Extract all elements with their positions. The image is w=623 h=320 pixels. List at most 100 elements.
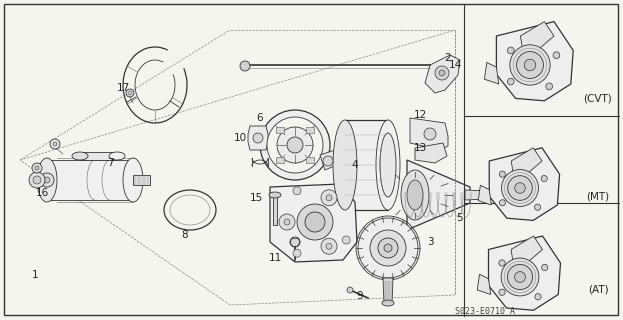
Circle shape (260, 110, 330, 180)
Circle shape (35, 166, 39, 170)
Polygon shape (407, 160, 470, 230)
Text: 12: 12 (414, 110, 427, 120)
Text: 15: 15 (249, 193, 263, 203)
Text: 9: 9 (357, 291, 363, 301)
Circle shape (541, 264, 548, 271)
Circle shape (378, 238, 398, 258)
Ellipse shape (72, 152, 88, 160)
Circle shape (515, 272, 525, 282)
Circle shape (293, 249, 301, 257)
Circle shape (32, 163, 42, 173)
Polygon shape (345, 120, 388, 210)
Polygon shape (276, 127, 284, 133)
Ellipse shape (109, 152, 125, 160)
Polygon shape (270, 184, 357, 262)
Circle shape (287, 137, 303, 153)
Ellipse shape (401, 170, 429, 220)
Text: 14: 14 (449, 60, 462, 70)
Ellipse shape (269, 192, 281, 198)
Circle shape (553, 52, 559, 59)
Circle shape (439, 70, 445, 76)
Circle shape (342, 236, 350, 244)
Ellipse shape (382, 300, 394, 306)
Circle shape (53, 142, 57, 146)
Polygon shape (511, 236, 543, 263)
Circle shape (508, 176, 532, 200)
Text: 2: 2 (445, 53, 451, 63)
Polygon shape (248, 126, 268, 150)
Circle shape (128, 91, 132, 95)
Circle shape (126, 89, 134, 97)
Text: 13: 13 (414, 143, 427, 153)
Polygon shape (80, 152, 117, 160)
Circle shape (499, 260, 505, 266)
Circle shape (297, 204, 333, 240)
Circle shape (347, 287, 353, 293)
Circle shape (515, 183, 525, 193)
Circle shape (510, 45, 550, 85)
Polygon shape (511, 148, 542, 174)
Text: 5: 5 (457, 213, 464, 223)
Circle shape (321, 238, 337, 254)
Polygon shape (465, 190, 510, 200)
Text: 6: 6 (257, 113, 264, 123)
Ellipse shape (37, 158, 57, 202)
Circle shape (40, 173, 54, 187)
Polygon shape (306, 157, 314, 163)
Circle shape (524, 59, 536, 71)
Polygon shape (489, 148, 559, 220)
Circle shape (507, 264, 533, 290)
Circle shape (384, 244, 392, 252)
Ellipse shape (123, 158, 143, 202)
Circle shape (323, 156, 333, 166)
Text: 16: 16 (36, 188, 49, 198)
Circle shape (435, 66, 449, 80)
Text: 7: 7 (107, 158, 113, 168)
Polygon shape (520, 22, 554, 51)
Text: 10: 10 (234, 133, 247, 143)
Circle shape (50, 139, 60, 149)
Text: 17: 17 (117, 83, 130, 93)
Circle shape (424, 128, 436, 140)
Polygon shape (410, 118, 448, 150)
Circle shape (502, 170, 538, 206)
Circle shape (267, 117, 323, 173)
Polygon shape (497, 22, 573, 101)
Circle shape (253, 133, 263, 143)
Text: (CVT): (CVT) (584, 93, 612, 103)
Circle shape (535, 294, 541, 300)
Circle shape (516, 52, 543, 78)
Circle shape (499, 171, 505, 177)
Polygon shape (306, 127, 314, 133)
Ellipse shape (333, 120, 357, 210)
Ellipse shape (380, 133, 396, 197)
Circle shape (277, 127, 313, 163)
Circle shape (305, 212, 325, 232)
Text: 1: 1 (32, 270, 38, 280)
Circle shape (546, 83, 553, 90)
Text: S023-E0710 A: S023-E0710 A (455, 308, 515, 316)
Polygon shape (320, 150, 337, 170)
Text: 3: 3 (427, 237, 434, 247)
Text: 11: 11 (269, 253, 282, 263)
Circle shape (293, 187, 301, 195)
Polygon shape (477, 274, 491, 294)
Polygon shape (383, 278, 393, 303)
Polygon shape (133, 175, 150, 185)
Circle shape (240, 61, 250, 71)
Circle shape (326, 243, 332, 249)
Circle shape (44, 177, 50, 183)
Circle shape (29, 172, 45, 188)
Circle shape (499, 200, 505, 206)
Circle shape (541, 175, 547, 182)
Polygon shape (415, 143, 447, 163)
Circle shape (284, 219, 290, 225)
Text: (AT): (AT) (587, 285, 608, 295)
Circle shape (499, 289, 505, 295)
Circle shape (535, 204, 541, 210)
Text: (MT): (MT) (586, 191, 609, 201)
Polygon shape (425, 55, 460, 93)
Circle shape (321, 190, 337, 206)
Circle shape (290, 237, 300, 247)
Circle shape (501, 258, 539, 296)
